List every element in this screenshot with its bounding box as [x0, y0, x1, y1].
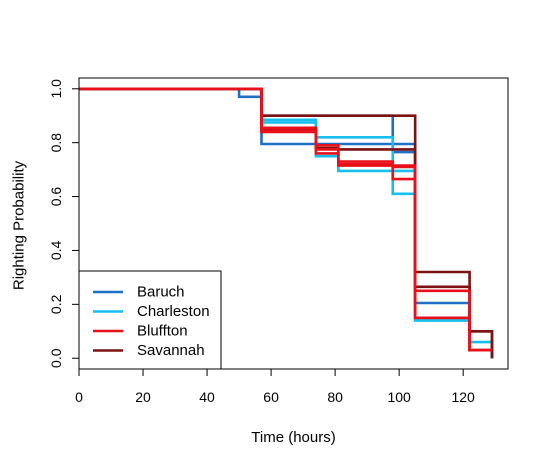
y-tick-label: 0.0 [48, 348, 64, 368]
legend: Baruch Charleston Bluffton Savannah [78, 270, 222, 370]
x-tick-label: 80 [327, 389, 343, 405]
y-tick-label: 0.6 [48, 187, 64, 207]
y-tick-label: 0.2 [48, 294, 64, 314]
x-tick-label: 100 [387, 389, 411, 405]
x-tick-label: 0 [75, 389, 83, 405]
x-tick-label: 40 [199, 389, 215, 405]
legend-box [78, 270, 222, 370]
x-tick-label: 60 [263, 389, 279, 405]
y-tick-label: 0.4 [48, 241, 64, 261]
x-tick-label: 20 [135, 389, 151, 405]
series-layer [79, 87, 494, 359]
x-axis: 0 20 40 60 80 100 120 [75, 368, 475, 405]
x-tick-label: 120 [451, 389, 475, 405]
legend-label-bluffton: Bluffton [137, 323, 188, 340]
series-line-bluffton-9 [79, 87, 492, 352]
series-line-bluffton-7 [79, 87, 492, 352]
y-axis: 0.0 0.2 0.4 0.6 0.8 1.0 [48, 79, 80, 368]
y-tick-label: 1.0 [48, 79, 64, 99]
y-axis-title: Righting Probability [11, 160, 28, 290]
legend-label-charleston: Charleston [137, 303, 210, 320]
x-axis-title: Time (hours) [251, 429, 335, 446]
legend-label-baruch: Baruch [137, 284, 185, 301]
y-tick-label: 0.8 [48, 133, 64, 153]
legend-label-savannah: Savannah [137, 342, 205, 359]
